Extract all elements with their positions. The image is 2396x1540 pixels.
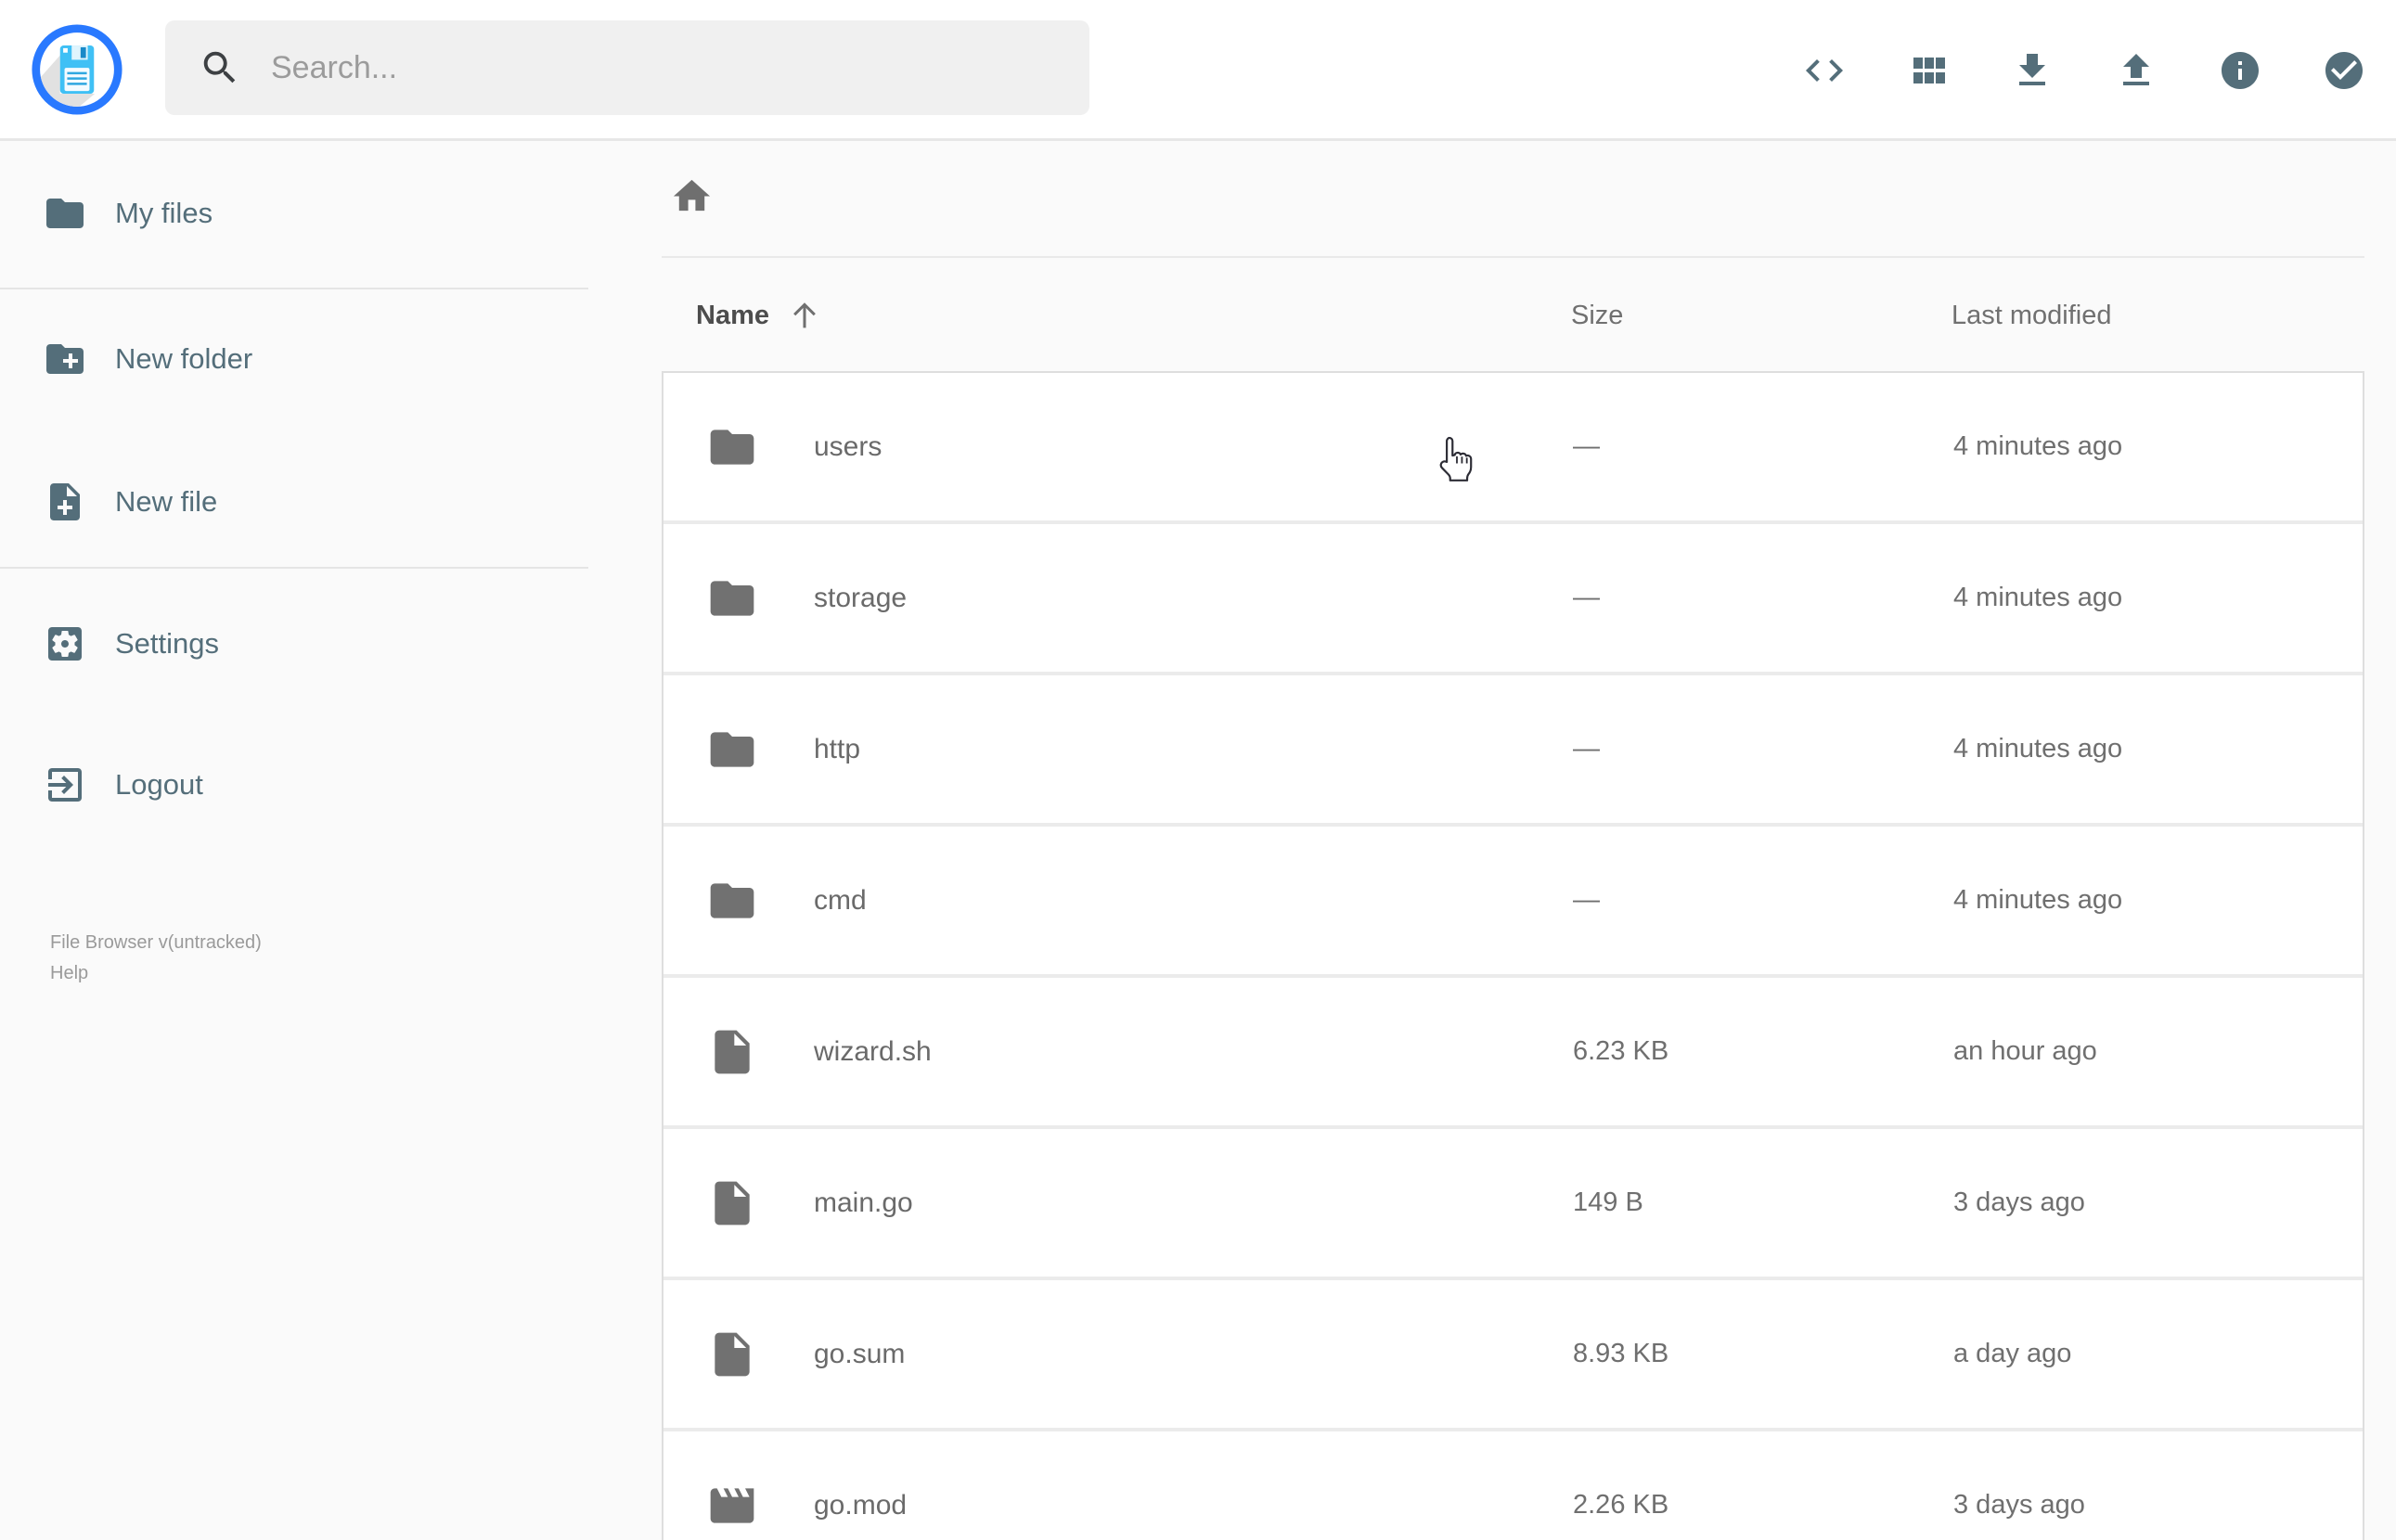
file-size: 2.26 KB: [1573, 1490, 1669, 1520]
file-modified: 4 minutes ago: [1953, 885, 2123, 915]
new-folder-icon: [43, 337, 87, 381]
file-name: storage: [814, 582, 908, 613]
file-icon: [715, 1332, 750, 1376]
sidebar-item-logout[interactable]: Logout: [0, 738, 594, 831]
sidebar-item-settings[interactable]: Settings: [0, 597, 594, 690]
file-name: http: [814, 733, 861, 764]
top-header-bar: [0, 0, 2396, 141]
info-button[interactable]: [2218, 48, 2262, 93]
file-modified: 3 days ago: [1953, 1490, 2085, 1520]
search-icon: [203, 51, 236, 83]
file-row-go.mod[interactable]: go.mod 2.26 KB 3 days ago: [663, 1431, 2363, 1540]
settings-icon: [43, 622, 87, 666]
file-name: go.mod: [814, 1489, 908, 1521]
sidebar-item-new-folder[interactable]: New folder: [0, 313, 594, 405]
file-size: 6.23 KB: [1573, 1036, 1669, 1066]
folder-icon: [710, 429, 754, 465]
file-modified: 3 days ago: [1953, 1187, 2085, 1217]
sidebar-item-my-files[interactable]: My files: [0, 167, 594, 260]
logout-icon: [43, 763, 87, 807]
folder-icon: [43, 191, 87, 236]
file-name: wizard.sh: [814, 1035, 932, 1067]
code-icon: [1806, 59, 1843, 82]
file-listing: users — 4 minutes ago storage — 4 minute…: [662, 371, 2364, 1540]
sidebar-divider: [0, 288, 588, 289]
sidebar-item-new-file[interactable]: New file: [0, 456, 594, 548]
column-size-label: Size: [1571, 300, 1624, 330]
sidebar-footer: File Browser v(untracked) Help: [0, 928, 594, 989]
file-row-users[interactable]: users — 4 minutes ago: [663, 373, 2363, 524]
info-icon: [2222, 52, 2259, 89]
file-row-http[interactable]: http — 4 minutes ago: [663, 675, 2363, 827]
shell-button[interactable]: [1802, 48, 1847, 93]
sidebar-item-label: Logout: [115, 768, 203, 801]
listing-header: Name Size Last modified: [662, 278, 2364, 353]
column-header-modified[interactable]: Last modified: [1952, 278, 2112, 353]
sidebar-item-label: Settings: [115, 627, 220, 660]
home-icon: [673, 179, 710, 211]
file-row-cmd[interactable]: cmd — 4 minutes ago: [663, 827, 2363, 978]
app-logo-floppy-icon[interactable]: [31, 23, 123, 116]
new-file-icon: [43, 480, 87, 524]
breadcrumb-divider: [662, 256, 2364, 258]
file-name: users: [814, 430, 882, 462]
file-modified: 4 minutes ago: [1953, 583, 2123, 612]
file-row-storage[interactable]: storage — 4 minutes ago: [663, 524, 2363, 675]
file-row-wizard.sh[interactable]: wizard.sh 6.23 KB an hour ago: [663, 978, 2363, 1129]
file-modified: an hour ago: [1953, 1036, 2097, 1066]
sidebar-divider: [0, 567, 588, 569]
file-size: —: [1573, 885, 1600, 915]
column-header-name[interactable]: Name: [696, 278, 823, 353]
file-name: cmd: [814, 884, 867, 916]
app-version-text: File Browser v(untracked): [50, 932, 262, 953]
column-header-size[interactable]: Size: [1571, 278, 1623, 353]
file-modified: 4 minutes ago: [1953, 431, 2123, 461]
file-size: 8.93 KB: [1573, 1339, 1669, 1368]
file-icon: [715, 1030, 750, 1073]
header-actions: [1802, 0, 2366, 141]
sort-ascending-icon: [793, 302, 816, 328]
search-bar[interactable]: [165, 20, 1089, 115]
upload-button[interactable]: [2114, 48, 2158, 93]
file-size: 149 B: [1573, 1187, 1643, 1217]
sidebar-item-label: My files: [115, 197, 213, 229]
file-name: go.sum: [814, 1338, 906, 1369]
sidebar: My files New folder New file Settings: [0, 141, 594, 989]
switch-view-button[interactable]: [1906, 48, 1951, 93]
sidebar-item-label: New folder: [115, 342, 253, 375]
download-button[interactable]: [2010, 48, 2055, 93]
file-row-main.go[interactable]: main.go 149 B 3 days ago: [663, 1129, 2363, 1280]
sidebar-item-label: New file: [115, 485, 218, 518]
check-circle-icon: [2325, 52, 2363, 89]
breadcrumb: [662, 165, 721, 226]
upload-icon: [2123, 54, 2149, 85]
file-size: —: [1573, 583, 1600, 612]
folder-icon: [710, 580, 754, 616]
file-size: —: [1573, 734, 1600, 764]
folder-icon: [710, 882, 754, 918]
column-name-label: Name: [696, 300, 769, 330]
grid-view-icon: [1913, 58, 1945, 83]
file-icon: [715, 1181, 750, 1225]
file-modified: 4 minutes ago: [1953, 734, 2123, 764]
file-row-go.sum[interactable]: go.sum 8.93 KB a day ago: [663, 1280, 2363, 1431]
column-modified-label: Last modified: [1952, 300, 2112, 330]
file-modified: a day ago: [1953, 1339, 2072, 1368]
folder-icon: [710, 731, 754, 767]
file-name: main.go: [814, 1187, 913, 1218]
download-icon: [2019, 54, 2045, 85]
home-button[interactable]: [662, 166, 721, 225]
file-size: —: [1573, 431, 1600, 461]
help-link[interactable]: Help: [50, 963, 89, 983]
select-multiple-button[interactable]: [2322, 48, 2366, 93]
movie-icon: [710, 1487, 754, 1523]
search-input[interactable]: [269, 48, 1089, 87]
